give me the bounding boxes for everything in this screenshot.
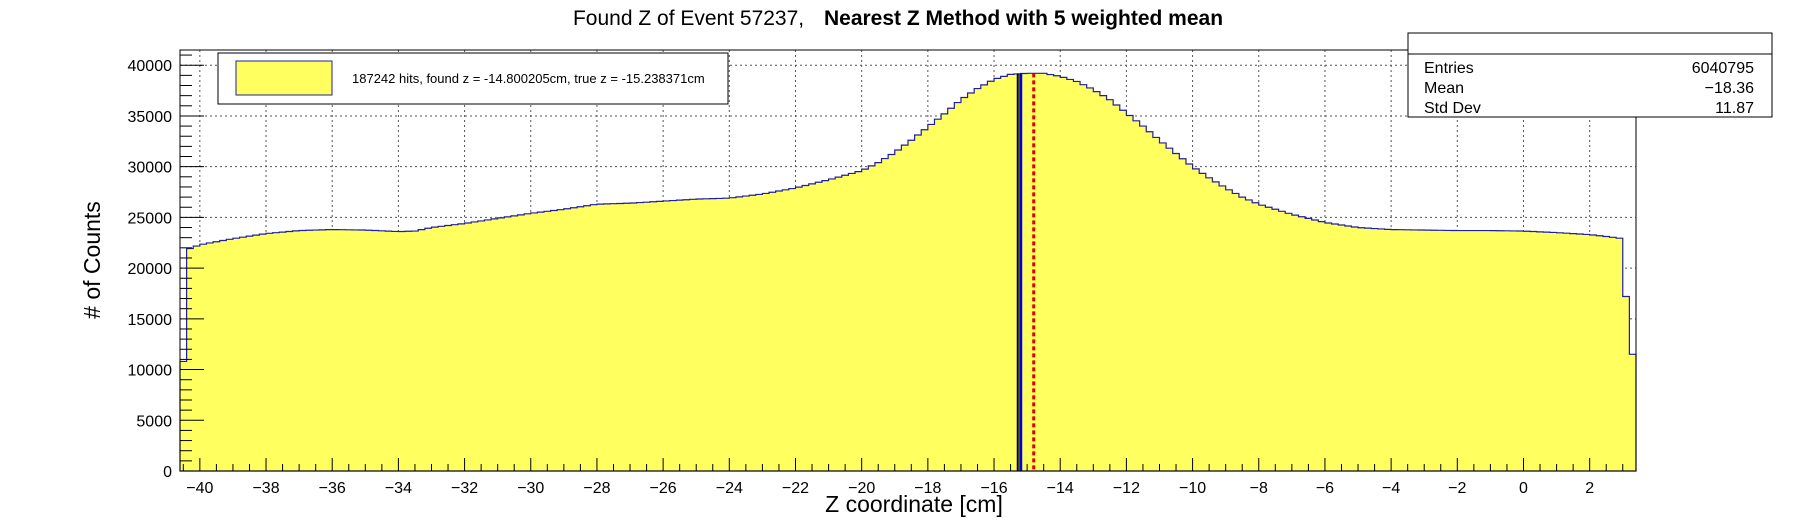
- stats-entries-label: Entries: [1424, 60, 1474, 77]
- marker-lines: [1016, 73, 1036, 471]
- x-axis-title: Z coordinate [cm]: [825, 491, 1003, 517]
- y-tick-label: 35000: [128, 109, 173, 126]
- legend: 187242 hits, found z = -14.800205cm, tru…: [217, 52, 729, 105]
- y-tick-label: 20000: [128, 261, 173, 278]
- x-tick-label: −8: [1250, 480, 1268, 497]
- x-tick-label: −22: [782, 480, 809, 497]
- x-tick-label: −30: [517, 480, 544, 497]
- y-tick-label: 15000: [128, 312, 173, 329]
- chart-title-bold: Nearest Z Method with 5 weighted mean: [824, 7, 1223, 30]
- stats-box: Entries 6040795 Mean −18.36 Std Dev 11.8…: [1407, 32, 1773, 118]
- x-tick-label: −38: [252, 480, 279, 497]
- x-tick-label: −16: [980, 480, 1007, 497]
- y-tick-label: 40000: [128, 58, 173, 75]
- x-tick-labels: −40 −38 −36 −34 −32 −30 −28 −26 −24 −22 −20 −18 −16−…: [186, 480, 1594, 497]
- x-tick-label: −40: [186, 480, 213, 497]
- axis-ticks: [180, 54, 1624, 472]
- x-tick-label: −36: [319, 480, 346, 497]
- x-tick-label: −14: [1047, 480, 1074, 497]
- x-tick-label: −2: [1448, 480, 1466, 497]
- y-tick-labels: 0 5000 10000 15000 20000 25000 30000 35000 40000: [128, 58, 173, 481]
- x-tick-label: −26: [650, 480, 677, 497]
- stats-mean-value: −18.36: [1705, 80, 1754, 97]
- x-tick-label: −24: [716, 480, 743, 497]
- stats-entries-value: 6040795: [1692, 60, 1754, 77]
- x-tick-label: −12: [1113, 480, 1140, 497]
- legend-swatch: [235, 60, 333, 96]
- x-tick-label: 0: [1519, 480, 1528, 497]
- histogram-layer: [179, 72, 1637, 472]
- x-tick-label: −28: [583, 480, 610, 497]
- y-tick-label: 5000: [136, 413, 172, 430]
- stats-mean-label: Mean: [1424, 80, 1464, 97]
- chart-title: Found Z of Event 57237, Nearest Z Method…: [573, 7, 1223, 30]
- y-axis-title: # of Counts: [79, 201, 105, 319]
- y-tick-label: 10000: [128, 363, 173, 380]
- y-tick-label: 0: [163, 464, 172, 481]
- plot-frame: [179, 49, 1637, 472]
- chart-title-normal: Found Z of Event 57237,: [573, 7, 804, 30]
- x-tick-label: −20: [848, 480, 875, 497]
- stats-stddev-value: 11.87: [1715, 100, 1754, 117]
- y-tick-label: 30000: [128, 160, 173, 177]
- x-tick-label: −18: [914, 480, 941, 497]
- x-tick-label: 2: [1585, 480, 1594, 497]
- stats-box-frame: [1407, 32, 1773, 118]
- y-tick-label: 25000: [128, 210, 173, 227]
- x-tick-label: −6: [1316, 480, 1334, 497]
- x-tick-label: −4: [1382, 480, 1400, 497]
- legend-label: 187242 hits, found z = -14.800205cm, tru…: [352, 71, 705, 86]
- x-tick-label: −32: [451, 480, 478, 497]
- stats-stddev-label: Std Dev: [1424, 100, 1481, 117]
- x-tick-label: −34: [385, 480, 412, 497]
- histogram-bars: [179, 72, 1637, 472]
- x-tick-label: −10: [1179, 480, 1206, 497]
